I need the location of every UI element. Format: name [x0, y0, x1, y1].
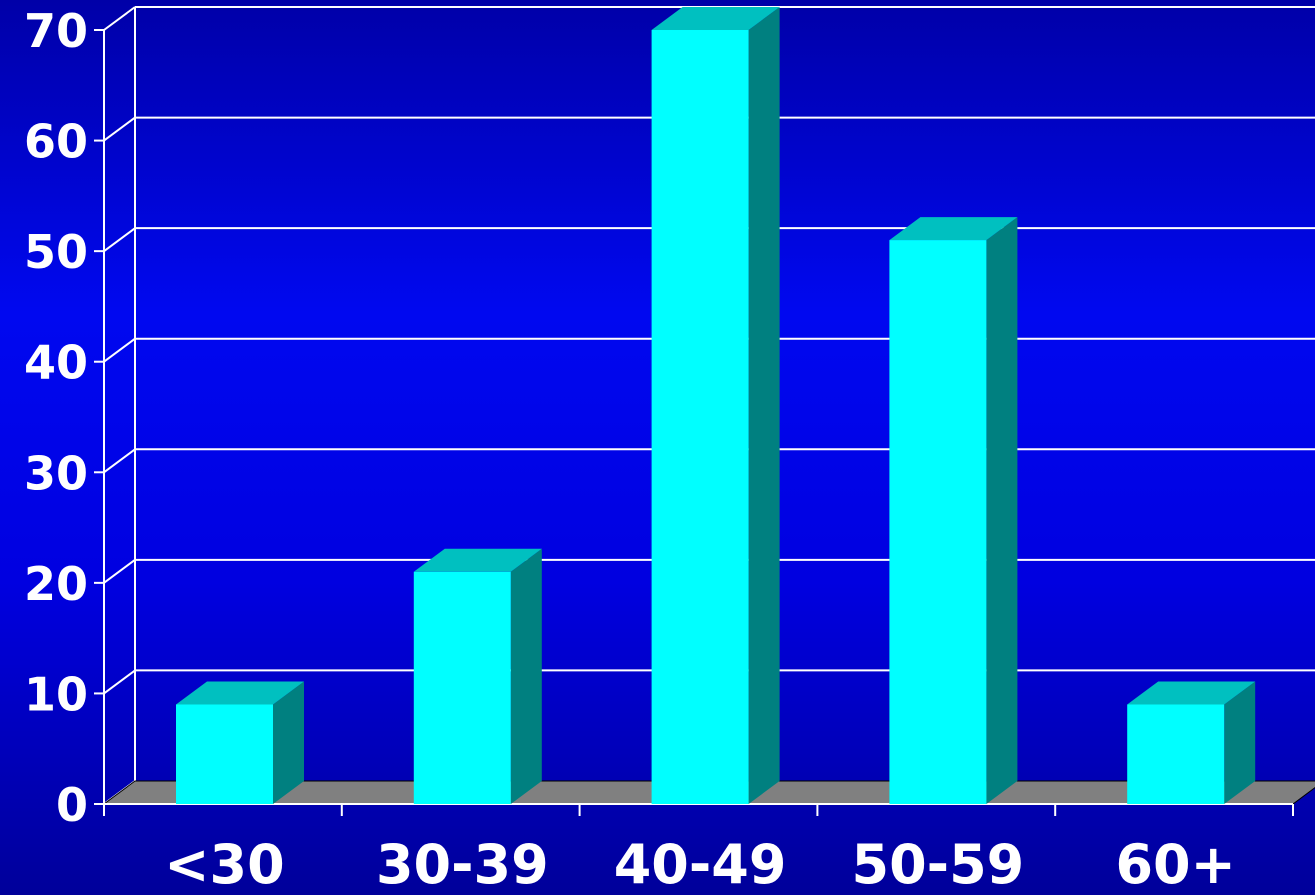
y-tick-labels: 0 10 20 30 40 50 60 70	[24, 4, 88, 832]
y-tick-label: 10	[24, 667, 88, 721]
bar-front	[1127, 704, 1225, 804]
grid-diagonal	[103, 669, 136, 695]
grid-diagonal	[103, 559, 136, 584]
grid-diagonal	[103, 6, 136, 31]
bars	[176, 7, 1256, 805]
y-tick-label: 60	[24, 115, 88, 169]
y-tick-label: 20	[24, 557, 88, 611]
bar-top	[176, 681, 304, 705]
bar-front	[651, 30, 749, 804]
grid-diagonal	[103, 227, 136, 252]
x-tick-label: 50-59	[852, 833, 1025, 895]
bar-side	[273, 681, 304, 804]
bar-front	[889, 240, 987, 805]
grid-diagonal	[103, 337, 136, 363]
bar	[889, 217, 1018, 805]
y-tick-label: 50	[24, 225, 88, 279]
bar-side	[510, 548, 542, 804]
y-tick-label: 30	[24, 446, 88, 500]
x-tick-label: 40-49	[614, 833, 787, 895]
grid-diagonal	[103, 448, 136, 474]
x-tick-labels: <30 30-39 40-49 50-59 60+	[164, 833, 1236, 895]
bar-side	[748, 7, 780, 804]
y-tick-label: 70	[24, 4, 88, 58]
y-tick-label: 40	[24, 336, 88, 390]
bar-front	[413, 571, 511, 804]
bar	[413, 548, 542, 804]
bar	[651, 7, 780, 804]
bar-side	[986, 217, 1018, 805]
bar-top	[651, 7, 780, 30]
y-tick-label: 0	[56, 778, 88, 832]
bar-top	[889, 217, 1018, 241]
bar-side	[1224, 681, 1256, 804]
bar	[1127, 681, 1256, 804]
x-tick-label: 60+	[1115, 833, 1235, 895]
x-tick-label: 30-39	[376, 833, 549, 895]
bar-top	[413, 548, 542, 572]
bar-top	[1127, 681, 1256, 705]
grid-diagonal	[103, 116, 136, 142]
bar-front	[176, 704, 273, 804]
bar	[176, 681, 304, 804]
x-tick-label: <30	[164, 833, 284, 895]
